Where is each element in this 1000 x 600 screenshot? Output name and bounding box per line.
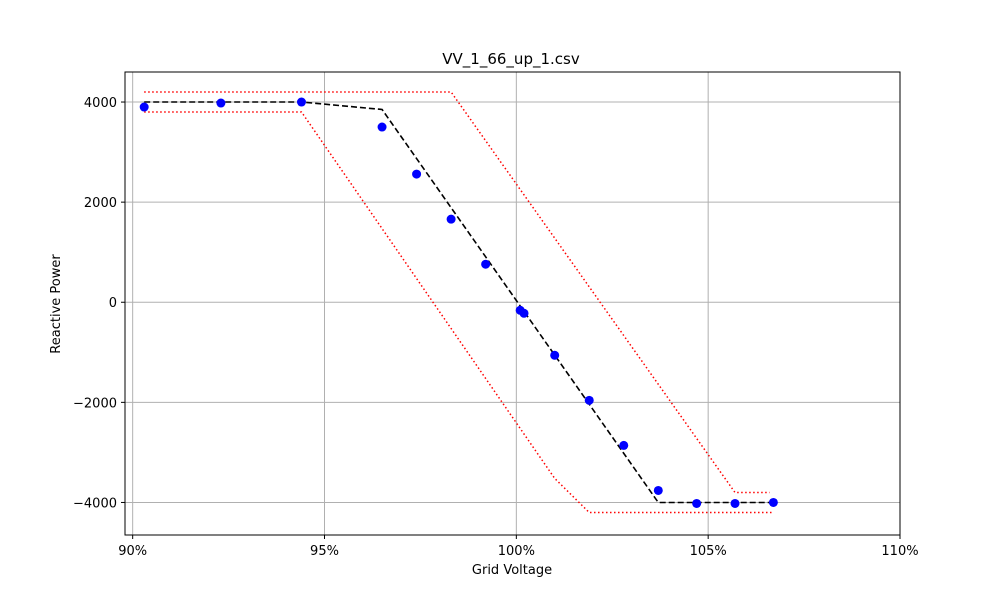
grid (125, 72, 901, 535)
measured-point (296, 97, 306, 107)
y-tick-label: −4000 (73, 496, 117, 511)
measured-point (139, 102, 149, 112)
x-tick-label: 95% (310, 544, 339, 559)
bound-line-1 (144, 91, 770, 494)
y-axis-ticks: −4000 −2000 0 2000 4000 (73, 96, 125, 511)
series-layer (139, 91, 778, 514)
x-tick-label: 105% (690, 544, 727, 559)
measured-point (584, 395, 594, 405)
x-tick-label: 110% (881, 544, 918, 559)
bound-line-2 (144, 111, 774, 514)
x-axis-ticks: 90% 95% 100% 105% 110% (118, 535, 919, 559)
measured-point (412, 169, 422, 179)
x-axis-label: Grid Voltage (472, 563, 552, 578)
measured-point (519, 308, 529, 318)
measured-point (446, 214, 456, 224)
x-tick-label: 90% (118, 544, 147, 559)
y-tick-label: 2000 (84, 196, 117, 211)
measured-point (377, 122, 387, 132)
chart-title: VV_1_66_up_1.csv (442, 50, 580, 69)
measured-point (692, 498, 702, 508)
x-tick-label: 100% (498, 544, 535, 559)
y-axis-label: Reactive Power (49, 254, 64, 354)
plot-frame (124, 71, 901, 536)
measured-point (653, 485, 663, 495)
measured-point (216, 98, 226, 108)
measured-point (619, 440, 629, 450)
measured-point (550, 350, 560, 360)
measured-point (768, 497, 778, 507)
y-tick-label: 4000 (84, 96, 117, 111)
y-tick-label: −2000 (73, 396, 117, 411)
y-tick-label: 0 (109, 296, 117, 311)
measured-point (730, 498, 740, 508)
measured-point (481, 259, 491, 269)
